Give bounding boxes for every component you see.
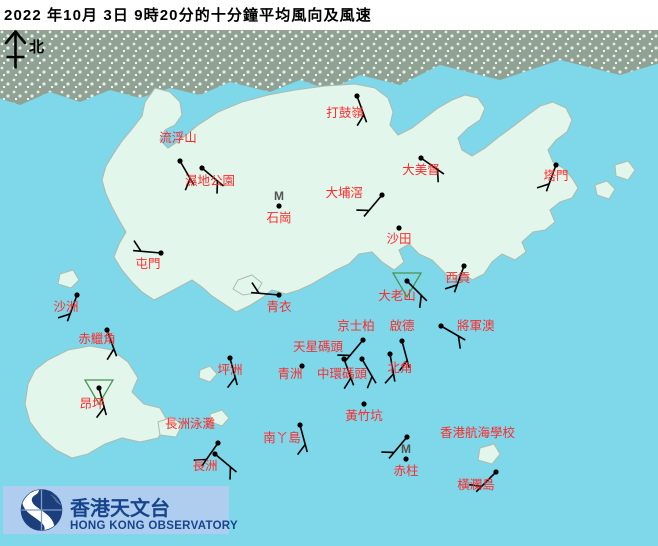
svg-text:西貢: 西貢 [445,271,470,285]
svg-text:打鼓嶺: 打鼓嶺 [326,106,364,120]
svg-text:M: M [401,442,411,456]
svg-text:HONG KONG OBSERVATORY: HONG KONG OBSERVATORY [70,520,238,532]
svg-text:濕地公園: 濕地公園 [185,174,235,188]
svg-text:天星碼頭: 天星碼頭 [293,340,344,354]
svg-text:赤柱: 赤柱 [393,463,418,478]
svg-text:坪洲: 坪洲 [217,363,242,377]
svg-text:大美督: 大美督 [402,162,440,177]
svg-text:塔門: 塔門 [543,169,568,183]
svg-text:青衣: 青衣 [266,299,292,314]
svg-text:流浮山: 流浮山 [159,131,197,145]
svg-text:大老山: 大老山 [378,289,416,303]
svg-text:屯門: 屯門 [135,257,160,271]
svg-text:京士柏: 京士柏 [337,318,375,333]
svg-text:黃竹坑: 黃竹坑 [345,408,383,423]
svg-text:沙洲: 沙洲 [53,300,78,314]
svg-text:南丫島: 南丫島 [263,430,301,445]
svg-text:北角: 北角 [387,361,412,375]
svg-text:沙田: 沙田 [386,232,411,246]
svg-text:昂坪: 昂坪 [79,397,104,411]
svg-text:M: M [274,189,284,203]
svg-text:青洲: 青洲 [277,367,302,381]
svg-text:將軍澳: 將軍澳 [457,318,495,333]
svg-text:長洲: 長洲 [192,459,217,473]
svg-text:香港天文台: 香港天文台 [70,496,170,520]
svg-text:香港航海學校: 香港航海學校 [440,425,516,440]
svg-text:赤鱲角: 赤鱲角 [78,332,116,346]
svg-text:石崗: 石崗 [266,211,291,225]
svg-text:長洲泳灘: 長洲泳灘 [165,417,216,431]
svg-text:中環碼頭: 中環碼頭 [317,366,368,381]
svg-text:橫瀾島: 橫瀾島 [457,477,495,492]
svg-text:啟德: 啟德 [389,318,415,333]
svg-text:大埔滘: 大埔滘 [325,186,363,200]
